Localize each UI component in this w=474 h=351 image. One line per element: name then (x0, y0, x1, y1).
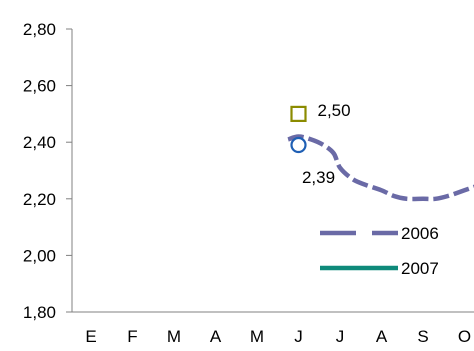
annotation-layer: 2,50 2,39 (290, 101, 351, 187)
x-tick-label: O (458, 327, 471, 346)
y-tick-label: 1,80 (23, 303, 56, 322)
legend-label-2006: 2006 (401, 224, 439, 243)
x-tick-label: E (85, 327, 96, 346)
x-tick-label: F (127, 327, 137, 346)
y-tick-label: 2,40 (23, 133, 56, 152)
y-tick-label: 2,20 (23, 190, 56, 209)
annotation-marker-square (290, 105, 307, 123)
annotation-label: 2,50 (318, 101, 351, 120)
legend: 2006 2007 (320, 224, 439, 278)
series-layer (287, 134, 474, 202)
y-tick-label: 2,00 (23, 246, 56, 265)
x-tick-label: M (250, 327, 264, 346)
series-line-2006 (287, 134, 474, 202)
y-tick-label: 2,60 (23, 77, 56, 96)
x-tick-label: A (376, 327, 388, 346)
x-tick-label: M (167, 327, 181, 346)
legend-label-2007: 2007 (401, 259, 439, 278)
x-tick-label: S (417, 327, 428, 346)
x-tick-label: A (210, 327, 222, 346)
annotation-marker-circle (290, 136, 307, 154)
x-tick-label: J (294, 327, 303, 346)
y-axis: 1,80 2,00 2,20 2,40 2,60 2,80 (23, 20, 73, 322)
annotation-label: 2,39 (302, 168, 335, 187)
x-tick-label: J (336, 327, 345, 346)
y-tick-label: 2,80 (23, 20, 56, 39)
